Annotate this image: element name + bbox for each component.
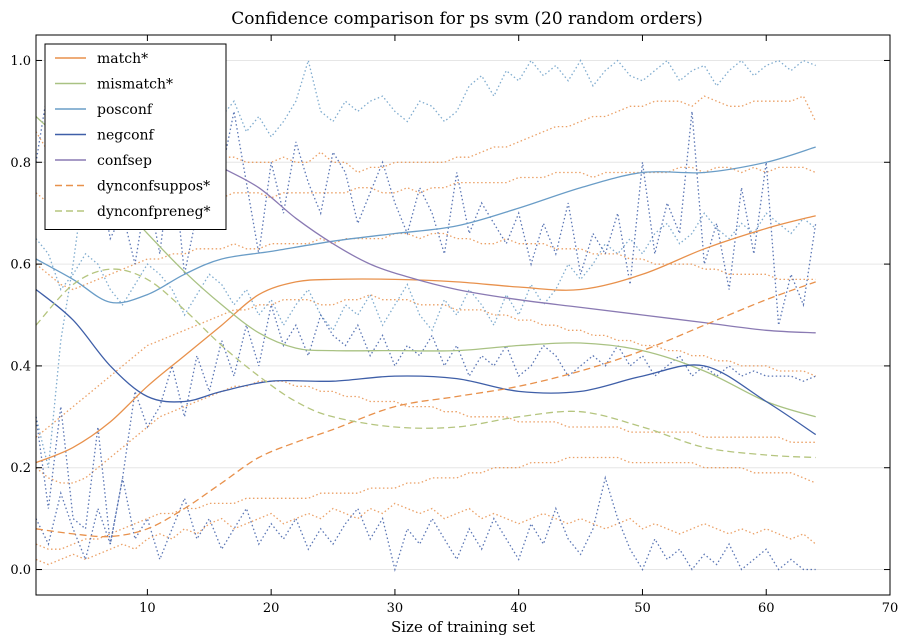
axis-ticks: 10 20 30 40 50 60 70 0.0 0.2 0.4 0.6 0.8 1.0 [10, 35, 898, 616]
legend-label: negconf [97, 128, 156, 144]
series-line [35, 268, 816, 459]
background-series-line [35, 293, 816, 438]
x-tick-label: 30 [387, 601, 404, 616]
x-tick-label: 40 [510, 601, 527, 616]
y-tick-label: 0.6 [10, 258, 31, 273]
series-line [184, 146, 816, 334]
legend-box [44, 43, 227, 230]
legend-label: confsep [97, 153, 152, 169]
legend-label: mismatch* [97, 77, 173, 93]
series-line [35, 146, 816, 304]
x-tick-label: 50 [634, 601, 651, 616]
x-tick-label: 70 [882, 601, 899, 616]
y-tick-label: 0.8 [10, 156, 31, 171]
y-tick-label: 0.0 [10, 563, 31, 578]
series-line [35, 288, 817, 436]
series-line [35, 281, 816, 538]
plot-frame [35, 34, 891, 596]
y-tick-label: 0.2 [10, 461, 31, 476]
x-axis-label: Size of training set [391, 618, 535, 636]
y-tick-label: 1.0 [10, 54, 31, 69]
legend-label: posconf [97, 102, 154, 118]
y-tick-label: 0.4 [10, 359, 31, 374]
background-series-line [35, 232, 816, 291]
x-tick-label: 10 [139, 601, 156, 616]
grid-lines [36, 59, 890, 571]
legend-label: dynconfsuppos* [97, 179, 210, 195]
legend: match* mismatch* posconf negconf confsep dync… [44, 43, 227, 230]
x-tick-label: 60 [758, 601, 775, 616]
legend-label: dynconfpreneg* [97, 204, 211, 220]
series-line [35, 215, 816, 464]
legend-label: match* [97, 51, 148, 67]
x-tick-label: 20 [263, 601, 280, 616]
background-series-line [35, 95, 817, 174]
background-series-line [35, 456, 816, 550]
background-series-line [35, 475, 816, 572]
chart-title: Confidence comparison for ps svm (20 ran… [231, 9, 702, 29]
background-series-line [35, 212, 817, 332]
